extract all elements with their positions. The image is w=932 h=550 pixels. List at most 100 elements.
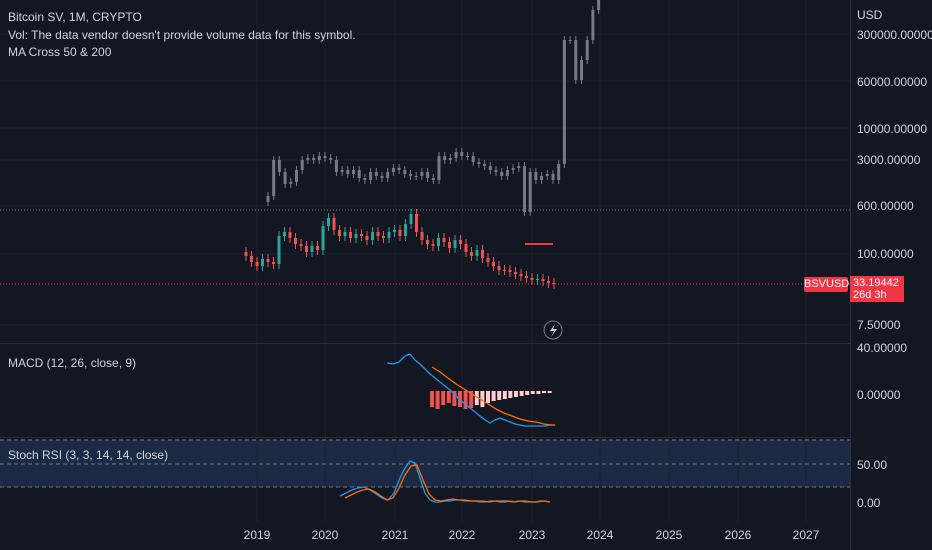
candle-body: [317, 156, 321, 160]
time-tick: 2019: [243, 528, 271, 542]
candle-body: [371, 232, 374, 240]
candle-body: [511, 168, 515, 170]
candle-body: [365, 236, 369, 240]
candle-body: [508, 270, 512, 272]
candle-body: [294, 238, 297, 244]
price-tick: 600.00000: [857, 199, 914, 213]
ma-cross-series: [266, 0, 601, 216]
candle-body: [329, 158, 333, 160]
candle-body: [283, 172, 287, 184]
stoch-legend[interactable]: Stoch RSI (3, 3, 14, 14, close): [8, 448, 169, 462]
pane-separator[interactable]: [0, 343, 932, 344]
time-tick: 2024: [586, 528, 614, 542]
macd-histogram-bar: [542, 391, 546, 393]
candle-body: [536, 279, 539, 280]
macd-histogram-bar: [441, 391, 446, 405]
candle-body: [574, 40, 578, 80]
stoch-tick: 50.00: [857, 458, 888, 472]
price-chart-svg: [0, 0, 850, 343]
candle-body: [266, 196, 270, 202]
macd-histogram-bar: [486, 391, 490, 403]
candle-body: [357, 170, 361, 178]
lightning-icon[interactable]: [543, 320, 563, 340]
candle-body: [453, 240, 457, 248]
macd-histogram-bar: [536, 391, 541, 394]
candle-body: [459, 240, 462, 244]
pane-separator[interactable]: [0, 437, 932, 438]
candle-body: [471, 156, 475, 162]
macd-legend[interactable]: MACD (12, 26, close, 9): [8, 356, 137, 370]
candle-body: [354, 234, 358, 238]
candle-body: [393, 230, 396, 232]
macd-histogram-bar: [469, 391, 474, 408]
candle-body: [442, 238, 446, 242]
candle-body: [387, 232, 391, 238]
time-tick: 2020: [311, 528, 339, 542]
macd-pane[interactable]: MACD (12, 26, close, 9): [0, 344, 850, 437]
candle-body: [557, 164, 561, 180]
candle-body: [332, 218, 336, 230]
candle-body: [530, 278, 534, 280]
candle-body: [431, 244, 435, 246]
volume-legend[interactable]: Vol: The data vendor doesn't provide vol…: [8, 28, 356, 42]
macd-histogram-bar: [491, 391, 496, 401]
macd-histogram-bar: [446, 391, 451, 403]
candle-body: [316, 246, 319, 250]
macd-chart-svg: [256, 344, 807, 437]
ma-legend[interactable]: MA Cross 50 & 200: [8, 45, 112, 59]
candle-body: [494, 170, 498, 172]
candle-body: [488, 166, 492, 170]
candle-body: [300, 160, 304, 170]
candle-body: [306, 158, 310, 160]
candle-body: [376, 232, 380, 236]
time-axis[interactable]: 2019 2020 2021 2022 2023 2024 2025 2026 …: [0, 522, 850, 550]
candle-body: [483, 164, 487, 166]
time-tick: 2027: [792, 528, 820, 542]
macd-histogram-bar: [525, 391, 530, 395]
time-tick: 2026: [724, 528, 752, 542]
time-tick: 2021: [381, 528, 409, 542]
candle-body: [437, 238, 440, 246]
last-price-value: 33.19442: [853, 277, 899, 289]
price-tick: 60000.00000: [857, 75, 928, 89]
price-axis[interactable]: USD 300000.00000 60000.00000 10000.00000…: [850, 0, 932, 550]
candle-body: [289, 182, 293, 184]
price-tick: 3000.00000: [857, 153, 921, 167]
currency-label[interactable]: USD: [857, 8, 883, 22]
time-tick: 2022: [448, 528, 476, 542]
horizontal-gridlines: [0, 33, 850, 326]
candle-body: [448, 242, 451, 248]
symbol-price-tag: BSVUSD: [804, 277, 850, 292]
macd-histogram-bar: [430, 391, 434, 407]
price-pane[interactable]: Bitcoin SV, 1M, CRYPTO Vol: The data ven…: [0, 0, 850, 343]
candle-body: [380, 176, 384, 178]
symbol-legend[interactable]: Bitcoin SV, 1M, CRYPTO: [8, 10, 142, 24]
candle-body: [391, 168, 395, 172]
candle-body: [492, 262, 495, 266]
stoch-rsi-pane[interactable]: Stoch RSI (3, 3, 14, 14, close): [0, 438, 850, 522]
candle-body: [334, 160, 338, 172]
candle-body: [369, 172, 373, 180]
candle-body: [591, 10, 595, 40]
candle-body: [562, 40, 566, 164]
candle-body: [426, 240, 429, 244]
candle-body: [352, 170, 355, 174]
candle-body: [382, 236, 385, 238]
candle-body: [547, 281, 550, 283]
candle-body: [312, 158, 316, 160]
macd-histogram-bar: [502, 391, 507, 399]
macd-histogram-bar: [508, 391, 513, 398]
candle-body: [346, 170, 350, 174]
candle-body: [255, 262, 259, 266]
candle-body: [597, 0, 601, 10]
macd-histogram-bar: [458, 391, 462, 407]
price-tick: 100.00000: [857, 247, 914, 261]
candle-body: [420, 232, 424, 240]
candle-body: [568, 40, 572, 41]
candle-body: [409, 214, 413, 224]
candle-body: [552, 283, 556, 284]
candle-body: [244, 252, 248, 256]
candle-body: [525, 276, 528, 278]
candle-body: [454, 152, 458, 158]
candlestick-series: [244, 209, 556, 289]
